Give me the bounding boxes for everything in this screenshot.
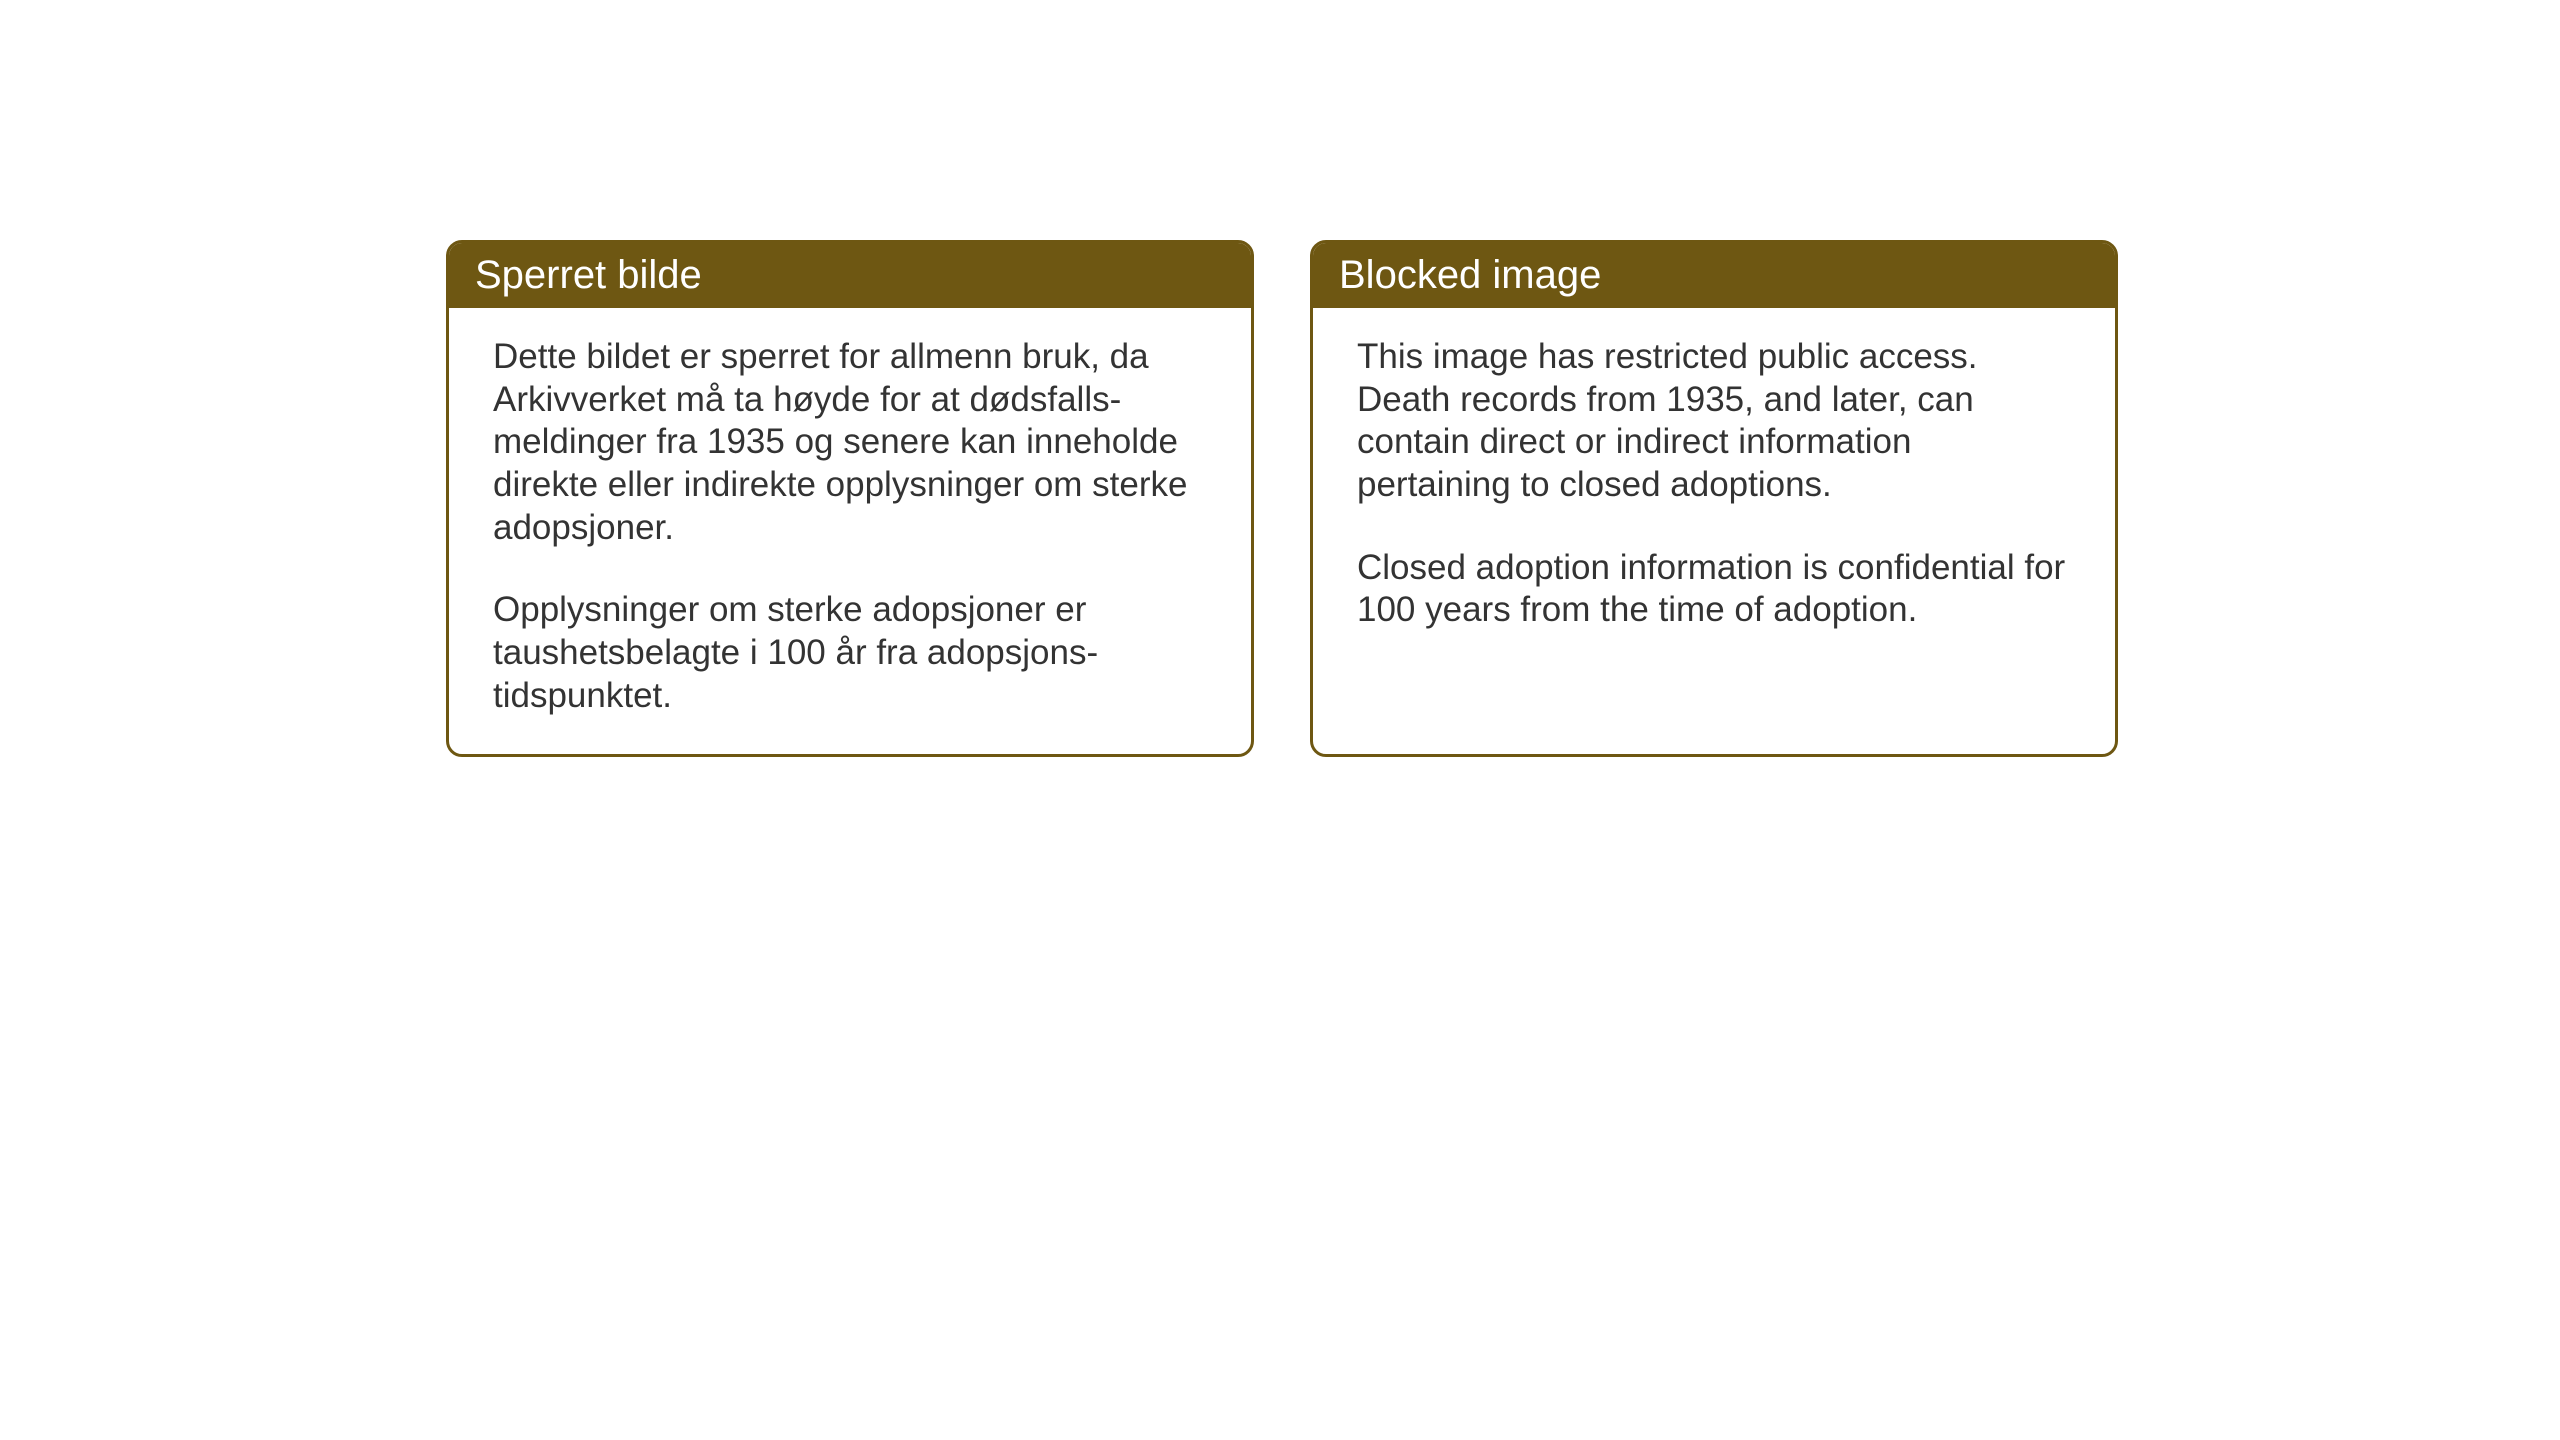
card-title: Blocked image (1339, 253, 1601, 297)
card-paragraph: Closed adoption information is confident… (1357, 547, 2071, 632)
notice-card-english: Blocked image This image has restricted … (1310, 240, 2118, 757)
card-paragraph: This image has restricted public access.… (1357, 336, 2071, 507)
notice-cards-container: Sperret bilde Dette bildet er sperret fo… (446, 240, 2118, 757)
card-title: Sperret bilde (475, 253, 702, 297)
card-body-english: This image has restricted public access.… (1313, 308, 2115, 728)
card-paragraph: Opplysninger om sterke adopsjoner er tau… (493, 589, 1207, 717)
card-header-english: Blocked image (1313, 243, 2115, 308)
card-body-norwegian: Dette bildet er sperret for allmenn bruk… (449, 308, 1251, 754)
card-header-norwegian: Sperret bilde (449, 243, 1251, 308)
notice-card-norwegian: Sperret bilde Dette bildet er sperret fo… (446, 240, 1254, 757)
card-paragraph: Dette bildet er sperret for allmenn bruk… (493, 336, 1207, 549)
